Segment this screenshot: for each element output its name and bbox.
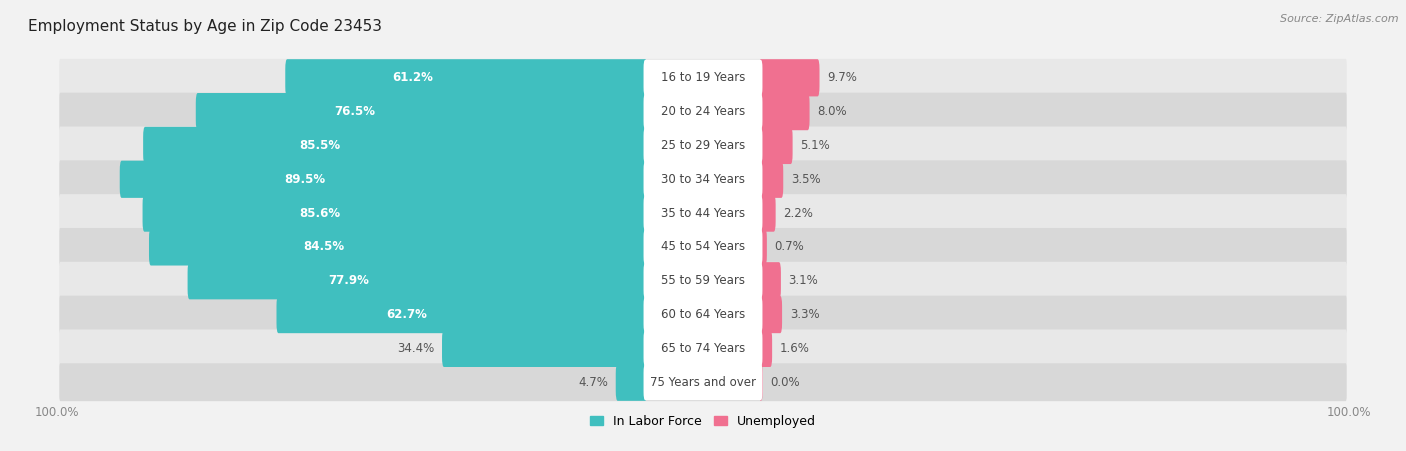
FancyBboxPatch shape (187, 262, 647, 299)
FancyBboxPatch shape (59, 364, 1347, 401)
FancyBboxPatch shape (759, 296, 782, 333)
Text: 76.5%: 76.5% (333, 105, 375, 118)
Text: 4.7%: 4.7% (578, 376, 607, 389)
FancyBboxPatch shape (759, 228, 766, 266)
Text: 35 to 44 Years: 35 to 44 Years (661, 207, 745, 220)
FancyBboxPatch shape (759, 364, 763, 401)
Text: 34.4%: 34.4% (396, 342, 434, 355)
Text: 75 Years and over: 75 Years and over (650, 376, 756, 389)
Text: 2.2%: 2.2% (783, 207, 813, 220)
FancyBboxPatch shape (759, 59, 820, 97)
Text: 3.1%: 3.1% (789, 274, 818, 287)
FancyBboxPatch shape (616, 364, 647, 401)
Text: 8.0%: 8.0% (817, 105, 846, 118)
FancyBboxPatch shape (59, 59, 1347, 97)
FancyBboxPatch shape (59, 194, 1347, 232)
Text: 84.5%: 84.5% (304, 240, 344, 253)
FancyBboxPatch shape (143, 127, 647, 164)
FancyBboxPatch shape (59, 93, 1347, 130)
FancyBboxPatch shape (644, 60, 762, 96)
FancyBboxPatch shape (59, 329, 1347, 367)
Text: 89.5%: 89.5% (284, 173, 325, 186)
Text: 5.1%: 5.1% (800, 139, 830, 152)
Text: 3.3%: 3.3% (790, 308, 820, 321)
Text: 85.6%: 85.6% (299, 207, 340, 220)
FancyBboxPatch shape (195, 93, 647, 130)
FancyBboxPatch shape (644, 195, 762, 231)
FancyBboxPatch shape (644, 229, 762, 265)
FancyBboxPatch shape (644, 128, 762, 163)
FancyBboxPatch shape (142, 194, 647, 232)
Legend: In Labor Force, Unemployed: In Labor Force, Unemployed (591, 415, 815, 428)
FancyBboxPatch shape (759, 330, 772, 367)
Text: 61.2%: 61.2% (392, 71, 433, 84)
FancyBboxPatch shape (644, 297, 762, 332)
Text: 0.0%: 0.0% (770, 376, 800, 389)
Text: Employment Status by Age in Zip Code 23453: Employment Status by Age in Zip Code 234… (28, 19, 382, 34)
FancyBboxPatch shape (759, 194, 776, 232)
FancyBboxPatch shape (644, 331, 762, 366)
Text: 25 to 29 Years: 25 to 29 Years (661, 139, 745, 152)
FancyBboxPatch shape (759, 93, 810, 130)
Text: 60 to 64 Years: 60 to 64 Years (661, 308, 745, 321)
FancyBboxPatch shape (644, 161, 762, 197)
FancyBboxPatch shape (149, 228, 647, 266)
FancyBboxPatch shape (59, 296, 1347, 334)
FancyBboxPatch shape (120, 161, 647, 198)
Text: 85.5%: 85.5% (299, 139, 340, 152)
Text: 9.7%: 9.7% (827, 71, 858, 84)
FancyBboxPatch shape (644, 94, 762, 129)
FancyBboxPatch shape (285, 59, 647, 97)
Text: 100.0%: 100.0% (1327, 406, 1371, 419)
Text: 77.9%: 77.9% (329, 274, 370, 287)
Text: 45 to 54 Years: 45 to 54 Years (661, 240, 745, 253)
FancyBboxPatch shape (759, 262, 780, 299)
Text: 62.7%: 62.7% (387, 308, 427, 321)
Text: 0.7%: 0.7% (775, 240, 804, 253)
Text: 1.6%: 1.6% (780, 342, 810, 355)
FancyBboxPatch shape (59, 126, 1347, 164)
Text: 30 to 34 Years: 30 to 34 Years (661, 173, 745, 186)
FancyBboxPatch shape (277, 296, 647, 333)
FancyBboxPatch shape (59, 228, 1347, 266)
Text: 20 to 24 Years: 20 to 24 Years (661, 105, 745, 118)
FancyBboxPatch shape (644, 263, 762, 299)
FancyBboxPatch shape (644, 364, 762, 400)
Text: 65 to 74 Years: 65 to 74 Years (661, 342, 745, 355)
FancyBboxPatch shape (59, 160, 1347, 198)
FancyBboxPatch shape (59, 262, 1347, 300)
FancyBboxPatch shape (759, 127, 793, 164)
Text: Source: ZipAtlas.com: Source: ZipAtlas.com (1281, 14, 1399, 23)
Text: 16 to 19 Years: 16 to 19 Years (661, 71, 745, 84)
Text: 3.5%: 3.5% (792, 173, 821, 186)
Text: 100.0%: 100.0% (35, 406, 79, 419)
FancyBboxPatch shape (441, 330, 647, 367)
Text: 55 to 59 Years: 55 to 59 Years (661, 274, 745, 287)
FancyBboxPatch shape (759, 161, 783, 198)
